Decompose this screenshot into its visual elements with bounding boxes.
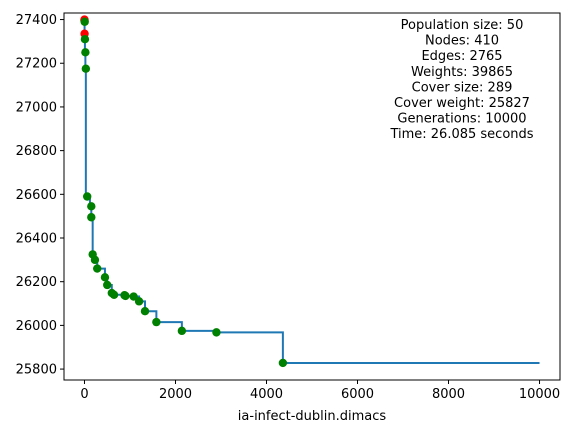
green-point xyxy=(100,273,110,282)
green-point xyxy=(87,213,96,222)
green-point xyxy=(93,264,102,273)
annotation-line: Weights: 39865 xyxy=(411,65,513,80)
green-point xyxy=(90,255,100,265)
green-point xyxy=(80,17,89,26)
y-ticks: 25800 26000 26200 26400 26600 26800 27000 27200… xyxy=(16,13,64,378)
green-point xyxy=(87,202,96,211)
x-tick-label: 10000 xyxy=(519,387,560,402)
green-point xyxy=(129,292,138,301)
y-tick-label: 27000 xyxy=(16,100,57,115)
green-point xyxy=(109,290,119,300)
annotation-line: Generations: 10000 xyxy=(397,112,526,127)
green-point xyxy=(134,297,144,306)
y-tick-label: 27400 xyxy=(16,13,57,28)
green-point xyxy=(212,328,221,337)
y-tick-label: 26800 xyxy=(16,144,57,159)
green-point xyxy=(177,326,187,336)
green-point xyxy=(140,306,150,316)
y-tick-label: 25800 xyxy=(16,363,57,378)
y-tick-label: 26200 xyxy=(16,275,57,290)
x-tick-label: 4000 xyxy=(250,387,283,402)
annotation-line: Cover size: 289 xyxy=(412,80,513,95)
green-point xyxy=(121,291,130,301)
axes-frame xyxy=(63,12,561,381)
x-tick-label: 2000 xyxy=(159,387,192,402)
green-point xyxy=(103,280,112,290)
green-point xyxy=(81,48,90,57)
y-tick-label: 26600 xyxy=(16,188,57,203)
annotation-line: Cover weight: 25827 xyxy=(394,96,530,111)
annotation-line: Time: 26.085 seconds xyxy=(389,127,533,142)
green-point xyxy=(278,358,288,368)
y-tick-label: 27200 xyxy=(16,57,57,72)
x-tick-label: 8000 xyxy=(432,387,465,402)
annotation-line: Population size: 50 xyxy=(401,18,524,33)
x-ticks: 0 2000 4000 6000 8000 10000 xyxy=(80,380,560,402)
x-tick-label: 6000 xyxy=(341,387,374,402)
y-tick-label: 26400 xyxy=(16,232,57,247)
green-point xyxy=(80,35,90,44)
x-tick-label: 0 xyxy=(80,387,88,402)
plot-content xyxy=(80,15,540,368)
green-point xyxy=(81,64,91,73)
annotation-line: Edges: 2765 xyxy=(421,49,502,64)
green-point xyxy=(152,317,161,327)
x-axis-label: ia-infect-dublin.dimacs xyxy=(238,409,387,424)
y-tick-label: 26000 xyxy=(16,319,57,334)
annotation-line: Nodes: 410 xyxy=(425,34,499,49)
green-point xyxy=(83,192,92,201)
